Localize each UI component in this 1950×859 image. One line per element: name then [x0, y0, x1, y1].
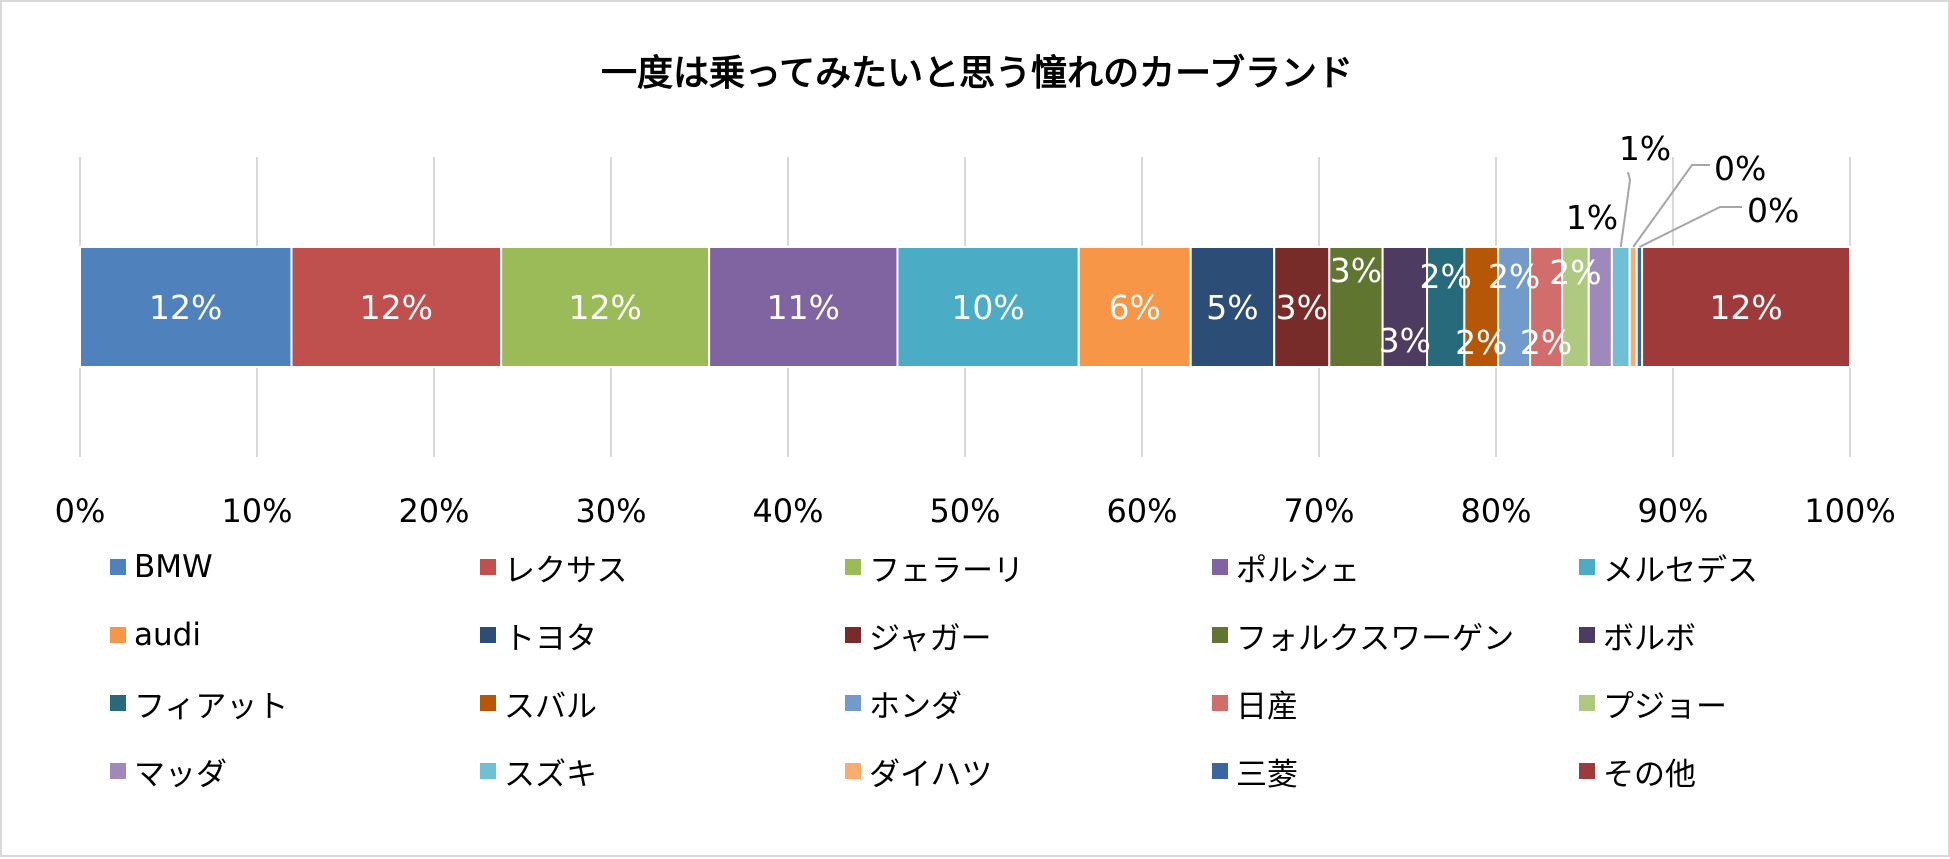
x-tick-label: 0% — [55, 492, 106, 530]
bar-segment — [1426, 246, 1466, 368]
x-axis-ticks: 0% 10% 20% 30% 40% 50% 60% 70% 80% 90% 100% — [55, 492, 1896, 530]
bar-segment — [79, 246, 293, 368]
bar-segments — [79, 246, 1852, 368]
bar-segment — [708, 246, 899, 368]
data-label: 11% — [767, 288, 840, 327]
x-tick-label: 100% — [1804, 492, 1895, 530]
data-label: 1% — [1566, 198, 1618, 237]
x-tick-label: 80% — [1460, 492, 1531, 530]
bar-segment — [1077, 246, 1192, 368]
data-labels: 12% 12% 12% 11% 10% 6% 5% 3%3%3%2%2%2%2%2%1%1%0… — [149, 129, 1799, 362]
leader-line — [1638, 206, 1742, 248]
bar-segment — [500, 246, 711, 368]
x-tick-label: 30% — [575, 492, 646, 530]
data-label: 2% — [1420, 257, 1472, 296]
data-label: 2% — [1520, 323, 1572, 362]
x-tick-label: 20% — [398, 492, 469, 530]
data-label: 1% — [1619, 129, 1671, 168]
bar-segment — [1561, 246, 1590, 368]
data-label: 12% — [1709, 288, 1782, 327]
data-label: 6% — [1109, 288, 1161, 327]
leader-lines — [1619, 164, 1742, 248]
bar-segment — [1529, 246, 1564, 368]
data-label: 3% — [1276, 288, 1328, 327]
data-label: 0% — [1714, 149, 1766, 188]
data-label: 2% — [1455, 323, 1507, 362]
leader-line — [1619, 171, 1632, 248]
x-tick-label: 40% — [752, 492, 823, 530]
x-tick-label: 50% — [929, 492, 1000, 530]
x-tick-label: 10% — [221, 492, 292, 530]
bar-segment — [1497, 246, 1532, 368]
bar-segment — [1463, 246, 1500, 368]
bar-segment — [1328, 246, 1384, 368]
chart-title: 一度は乗ってみたいと思う憧れのカーブランド — [601, 52, 1353, 94]
bar-segment — [1641, 246, 1852, 368]
data-label: 12% — [568, 288, 641, 327]
x-tick-label: 70% — [1283, 492, 1354, 530]
data-label: 12% — [360, 288, 433, 327]
data-label: 3% — [1379, 321, 1431, 360]
data-label: 5% — [1206, 288, 1258, 327]
data-label: 12% — [149, 288, 222, 327]
x-tick-label: 90% — [1637, 492, 1708, 530]
bar-segment — [290, 246, 503, 368]
leader-line — [1632, 164, 1710, 248]
data-label: 3% — [1330, 251, 1382, 290]
x-tick-label: 60% — [1106, 492, 1177, 530]
bar-segment — [1628, 246, 1638, 368]
data-label: 10% — [951, 288, 1024, 327]
bar-segment — [1189, 246, 1276, 368]
data-label: 2% — [1488, 257, 1540, 296]
data-label: 0% — [1747, 191, 1799, 230]
bar-segment — [896, 246, 1080, 368]
bar-segment — [1610, 246, 1631, 368]
data-label: 2% — [1549, 253, 1601, 292]
